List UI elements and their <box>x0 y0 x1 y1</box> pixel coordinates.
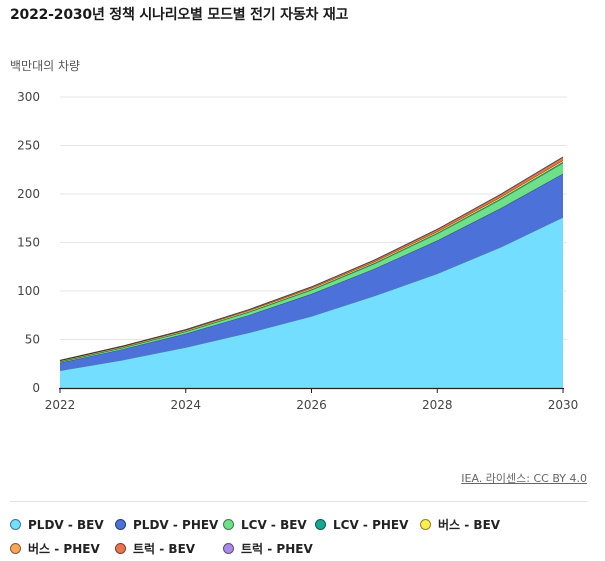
area-series-group <box>59 156 564 388</box>
legend-item-pldv-phev[interactable]: PLDV - PHEV <box>115 516 223 533</box>
x-tick-label: 2028 <box>422 398 453 412</box>
area-series-edge <box>59 156 564 361</box>
legend-label: 트럭 - PHEV <box>241 542 313 556</box>
legend-divider <box>10 501 587 502</box>
legend-swatch <box>115 519 126 530</box>
x-tick-label: 2030 <box>548 398 579 412</box>
y-tick-label: 100 <box>17 284 40 298</box>
legend-swatch <box>420 519 431 530</box>
axes: 0 50 100 150 200 250 300 2022 2024 2026 2028 2030 <box>17 90 578 412</box>
legend-label: PLDV - BEV <box>28 517 104 532</box>
legend-item-lcv-bev[interactable]: LCV - BEV <box>223 516 315 533</box>
legend-item-truck-bev[interactable]: 트럭 - BEV <box>115 540 223 557</box>
chart-legend: PLDV - BEV PLDV - PHEV LCV - BEV LCV - P… <box>10 516 595 557</box>
legend-swatch <box>223 543 234 554</box>
x-tick-label: 2026 <box>296 398 327 412</box>
legend-swatch <box>10 543 21 554</box>
y-tick-label: 150 <box>17 236 40 250</box>
legend-swatch <box>10 519 21 530</box>
legend-label: 버스 - BEV <box>438 518 501 532</box>
y-tick-label: 250 <box>17 139 40 153</box>
legend-item-bus-bev[interactable]: 버스 - BEV <box>420 516 520 533</box>
y-tick-label: 0 <box>32 381 40 395</box>
legend-swatch <box>223 519 234 530</box>
legend-item-bus-phev[interactable]: 버스 - PHEV <box>10 540 115 557</box>
legend-item-pldv-bev[interactable]: PLDV - BEV <box>10 516 115 533</box>
legend-label: PLDV - PHEV <box>133 517 219 532</box>
legend-item-lcv-phev[interactable]: LCV - PHEV <box>315 516 420 533</box>
y-tick-label: 50 <box>25 333 40 347</box>
area-series-0[interactable] <box>60 217 563 388</box>
legend-label: LCV - PHEV <box>333 517 409 532</box>
legend-item-truck-phev[interactable]: 트럭 - PHEV <box>223 540 315 557</box>
x-tick-label: 2022 <box>45 398 76 412</box>
chart-title: 2022-2030년 정책 시나리오별 모드별 전기 자동차 재고 <box>10 7 349 23</box>
legend-swatch <box>315 519 326 530</box>
legend-swatch <box>115 543 126 554</box>
legend-label: 트럭 - BEV <box>133 542 196 556</box>
y-tick-label: 200 <box>17 187 40 201</box>
y-axis-unit-label: 백만대의 차량 <box>10 59 81 73</box>
stacked-area-chart: 0 50 100 150 200 250 300 2022 2024 2026 2028 2030 <box>17 90 578 412</box>
license-credit-link[interactable]: IEA. 라이센스: CC BY 4.0 <box>461 472 587 485</box>
x-tick-label: 2024 <box>170 398 201 412</box>
legend-label: LCV - BEV <box>241 517 307 532</box>
legend-label: 버스 - PHEV <box>28 542 100 556</box>
y-tick-label: 300 <box>17 90 40 104</box>
